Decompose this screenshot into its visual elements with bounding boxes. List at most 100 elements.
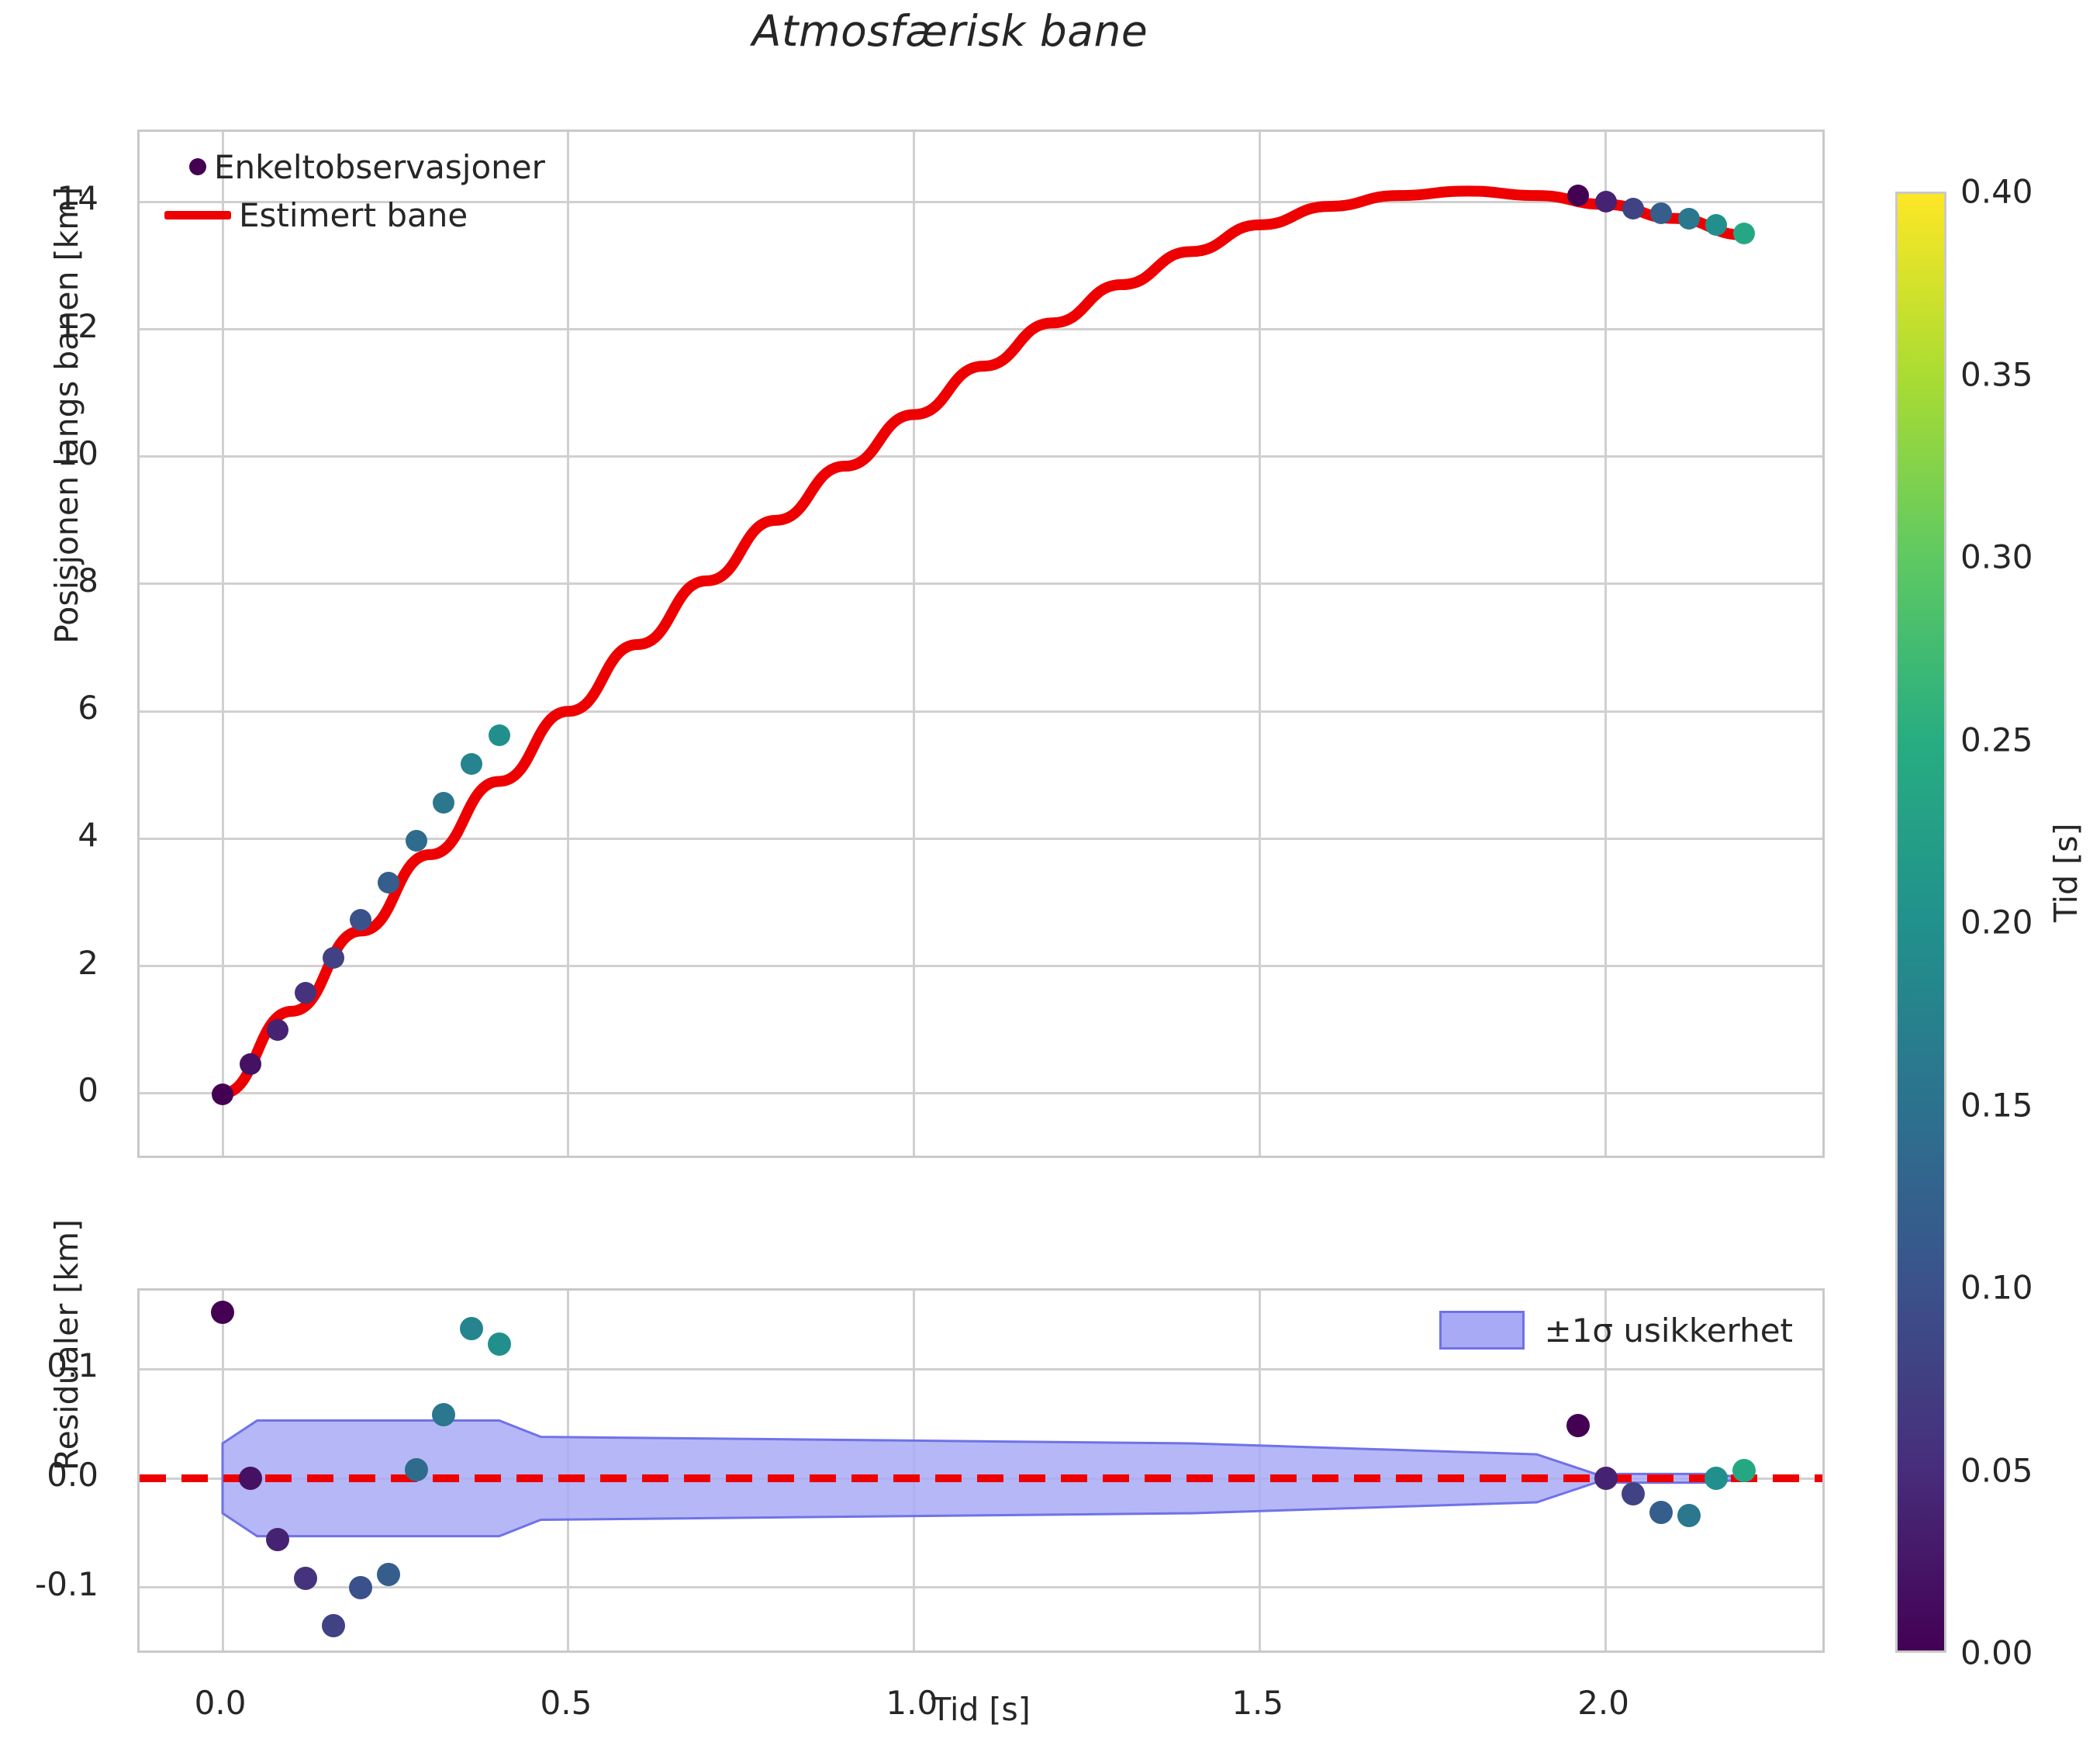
gridline-vertical <box>1604 132 1608 1156</box>
legend-item-estimated-path: Estimert bane <box>157 191 568 239</box>
residual-point <box>1649 1500 1673 1524</box>
trajectory-plot-area <box>140 132 1822 1156</box>
observation-point <box>1594 191 1617 213</box>
x-tick-label: 1.0 <box>886 1684 938 1722</box>
x-tick-label: 1.5 <box>1231 1684 1284 1722</box>
colorbar-tick-label: 0.00 <box>1960 1633 2033 1672</box>
estimated-trajectory <box>217 185 1749 1099</box>
y-tick-label-main: 2 <box>78 943 98 982</box>
gridline-horizontal <box>140 582 1822 586</box>
observation-point <box>322 946 344 969</box>
observation-point <box>1622 197 1645 219</box>
residual-axes: ±1σ usikkerhet <box>137 1288 1825 1653</box>
gridline-horizontal <box>140 455 1822 458</box>
observation-point <box>1677 207 1700 230</box>
y-tick-label-residual: 0.0 <box>47 1456 98 1495</box>
page-title: Atmosfærisk bane <box>751 6 1148 56</box>
residual-point <box>321 1614 345 1637</box>
x-axis-label: Tid [s] <box>931 1691 1031 1728</box>
gridline-horizontal <box>140 837 1822 840</box>
observation-point <box>350 909 372 931</box>
residual-point <box>460 1317 484 1341</box>
observation-point <box>1705 213 1728 236</box>
x-tick-label: 0.0 <box>194 1684 247 1722</box>
colorbar-tick-label: 0.10 <box>1960 1268 2033 1307</box>
observation-point <box>461 753 483 776</box>
colorbar <box>1895 192 1946 1653</box>
trajectory-y-axis-label: Posisjonen langs banen [km] <box>48 186 85 644</box>
residual-legend: ±1σ usikkerhet <box>1422 1300 1811 1360</box>
y-tick-label-main: 6 <box>78 689 98 728</box>
colorbar-tick-label: 0.30 <box>1960 537 2033 576</box>
line-marker-icon <box>164 210 231 219</box>
gridline-horizontal <box>140 965 1822 968</box>
observation-point <box>1566 185 1589 207</box>
colorbar-tick-label: 0.05 <box>1960 1451 2033 1489</box>
residual-point <box>1732 1459 1756 1483</box>
colorbar-tick-label: 0.20 <box>1960 903 2033 942</box>
observation-point <box>1732 223 1755 245</box>
observation-point <box>378 872 400 894</box>
gridline-vertical <box>913 132 916 1156</box>
y-tick-label-main: 8 <box>78 561 98 600</box>
observation-point <box>295 982 317 1004</box>
residual-point <box>404 1457 428 1481</box>
residual-point <box>1677 1503 1701 1527</box>
residual-plot-area <box>140 1291 1822 1650</box>
gridline-vertical <box>221 132 224 1156</box>
residual-point <box>1622 1481 1646 1505</box>
gridline-horizontal <box>140 710 1822 713</box>
legend-label-estimated-path: Estimert bane <box>239 195 468 234</box>
residual-point <box>432 1403 456 1427</box>
y-tick-label-residual: -0.1 <box>35 1564 98 1603</box>
residual-point <box>487 1332 511 1356</box>
scatter-marker-icon <box>189 158 206 175</box>
x-tick-label: 2.0 <box>1577 1684 1630 1722</box>
observation-point <box>239 1053 261 1076</box>
y-tick-label-main: 14 <box>57 179 98 218</box>
residual-point <box>294 1567 318 1591</box>
band-swatch-icon <box>1439 1311 1525 1350</box>
observation-point <box>488 724 510 747</box>
trajectory-axes: Enkeltobservasjoner Estimert bane <box>137 130 1825 1158</box>
zero-reference-line <box>140 1474 1822 1483</box>
residual-point <box>238 1467 262 1491</box>
observation-point <box>212 1084 234 1106</box>
observation-point <box>267 1018 289 1041</box>
colorbar-tick-label: 0.25 <box>1960 721 2033 759</box>
y-tick-label-residual: 0.1 <box>47 1346 98 1385</box>
gridline-horizontal <box>140 1092 1822 1095</box>
colorbar-tick-label: 0.35 <box>1960 355 2033 393</box>
y-tick-label-main: 12 <box>57 306 98 345</box>
residual-point <box>266 1527 290 1551</box>
residual-point <box>211 1301 235 1325</box>
observation-point <box>1649 202 1672 225</box>
residual-point <box>349 1575 373 1599</box>
y-tick-label-main: 0 <box>78 1070 98 1109</box>
residual-point <box>1566 1414 1590 1438</box>
gridline-horizontal <box>140 1367 1822 1370</box>
residual-y-axis-label: Residualer [km] <box>48 1219 85 1471</box>
legend-label-uncertainty: ±1σ usikkerhet <box>1544 1311 1794 1350</box>
residual-point <box>1594 1467 1618 1491</box>
colorbar-label: Tid [s] <box>2047 823 2084 922</box>
legend-item-observations: Enkeltobservasjoner <box>157 143 568 191</box>
observation-point <box>405 829 427 852</box>
gridline-vertical <box>1259 132 1262 1156</box>
gridline-horizontal <box>140 1586 1822 1589</box>
gridline-vertical <box>567 132 570 1156</box>
trajectory-curve <box>217 185 1749 1099</box>
gridline-horizontal <box>140 200 1822 203</box>
residual-point <box>1705 1467 1729 1491</box>
colorbar-tick-label: 0.40 <box>1960 172 2033 211</box>
trajectory-legend: Enkeltobservasjoner Estimert bane <box>157 143 568 239</box>
observation-point <box>433 792 455 814</box>
gridline-horizontal <box>140 328 1822 331</box>
x-tick-label: 0.5 <box>540 1684 592 1722</box>
legend-label-observations: Enkeltobservasjoner <box>214 147 545 186</box>
y-tick-label-main: 4 <box>78 816 98 855</box>
colorbar-tick-label: 0.15 <box>1960 1086 2033 1124</box>
residual-point <box>377 1562 401 1586</box>
y-tick-label-main: 10 <box>57 434 98 472</box>
